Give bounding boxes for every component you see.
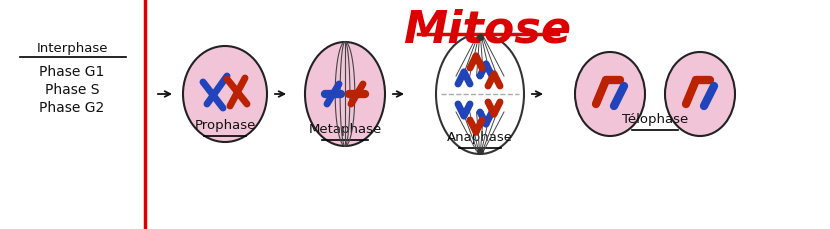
Text: Prophase: Prophase — [194, 118, 256, 131]
Text: Mitose: Mitose — [403, 8, 572, 51]
Ellipse shape — [305, 43, 385, 146]
Ellipse shape — [436, 35, 524, 154]
Text: Phase G1: Phase G1 — [39, 65, 105, 79]
Ellipse shape — [575, 53, 645, 136]
Text: Interphase: Interphase — [37, 42, 108, 55]
Text: Phase G2: Phase G2 — [39, 101, 105, 114]
Ellipse shape — [665, 53, 735, 136]
Text: Télophase: Télophase — [622, 112, 688, 125]
Ellipse shape — [183, 47, 267, 142]
Text: Anaphase: Anaphase — [447, 131, 513, 143]
Text: Metaphase: Metaphase — [309, 123, 382, 135]
Text: Phase S: Phase S — [45, 83, 100, 97]
